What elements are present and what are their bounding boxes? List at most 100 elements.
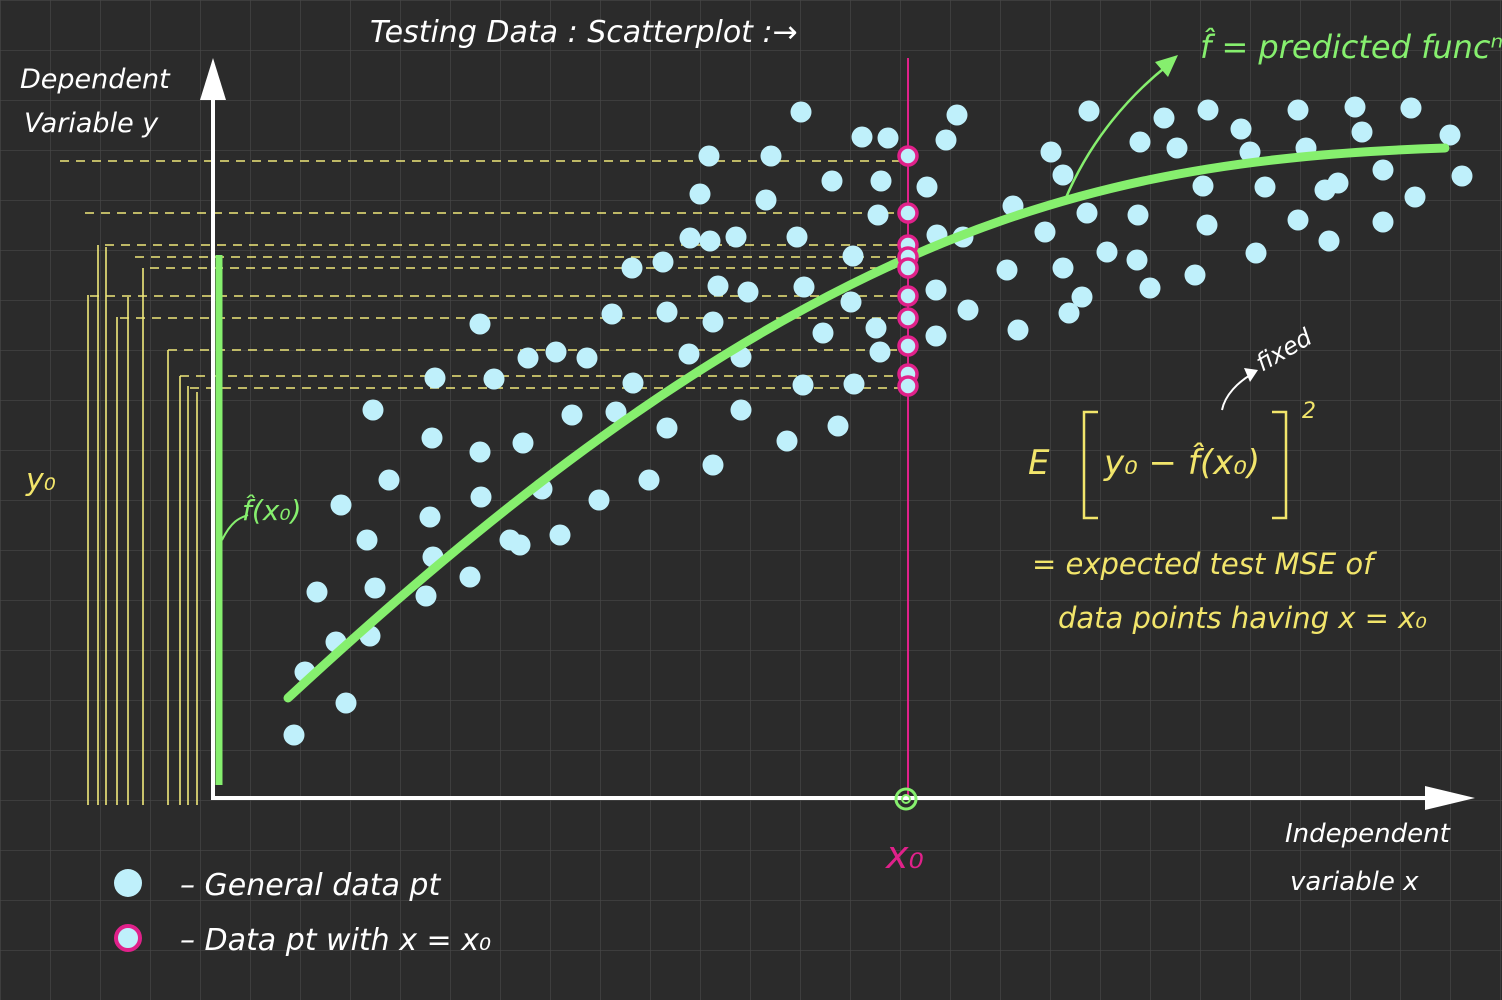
data-point [812,322,834,344]
data-point [1245,242,1267,264]
expectation-inner: y₀ − f̂(x₀) [1103,442,1260,483]
x0-axis-marker [894,787,918,811]
data-point [699,230,721,252]
data-point [707,275,729,297]
data-point [1052,164,1074,186]
data-point [870,170,892,192]
x0-data-point [897,285,919,307]
data-point [946,104,968,126]
data-point [1126,249,1148,271]
data-point [415,585,437,607]
data-point [925,325,947,347]
data-point [601,303,623,325]
data-point [702,454,724,476]
data-point [1287,99,1309,121]
data-point [843,373,865,395]
data-point [1196,214,1218,236]
data-point [588,489,610,511]
data-point [652,251,674,273]
predicted-arrow-head-icon [1155,55,1178,77]
data-point [335,692,357,714]
x0-data-point [897,335,919,357]
data-point [283,724,305,746]
data-point [916,176,938,198]
data-point [790,101,812,123]
data-point [356,529,378,551]
data-point [827,415,849,437]
data-point [689,183,711,205]
data-point [1372,211,1394,233]
y-axis-arrow-icon [200,58,226,100]
data-point [793,276,815,298]
data-point [821,170,843,192]
fixed-arrow-head-icon [1244,368,1258,382]
data-point [419,506,441,528]
data-point [424,367,446,389]
data-point [865,317,887,339]
data-point [545,341,567,363]
expectation-power: 2 [1302,399,1316,424]
data-point [851,126,873,148]
data-point [1197,99,1219,121]
y-projection-dashes [60,160,905,389]
data-point [725,226,747,248]
data-point [576,347,598,369]
x0-data-point [897,202,919,224]
data-point [470,486,492,508]
y-axis-label-line2: Variable y [24,108,159,139]
data-point [1192,175,1214,197]
diagram-title: Testing Data : Scatterplot :→ [370,15,798,50]
general-data-points [283,96,1473,746]
data-point [1034,221,1056,243]
data-point [869,341,891,363]
data-point [842,245,864,267]
x0-data-point [897,145,919,167]
data-point [1439,124,1461,146]
y0-label: y₀ [25,463,56,498]
x0-data-point [897,307,919,329]
data-point [330,494,352,516]
data-point [421,427,443,449]
data-point [1254,176,1276,198]
predicted-function-curve [283,143,1450,703]
data-point [776,430,798,452]
data-point [1071,286,1093,308]
fhat-x0-label: f̂(x₀) [242,494,302,527]
data-point [1052,257,1074,279]
data-point [877,127,899,149]
data-point [1139,277,1161,299]
data-point [1451,165,1473,187]
data-point [512,432,534,454]
data-point [1400,97,1422,119]
data-point [1404,186,1426,208]
data-point [698,145,720,167]
data-point [737,281,759,303]
data-point [1153,107,1175,129]
data-point [1327,172,1349,194]
data-point [378,469,400,491]
data-point [1007,319,1029,341]
data-point [656,417,678,439]
data-point [786,226,808,248]
expectation-description-line1: = expected test MSE of [1032,547,1377,581]
data-point [306,581,328,603]
data-point [1239,141,1261,163]
data-point [605,401,627,423]
expectation-brackets [1082,410,1288,520]
data-point [1351,121,1373,143]
x-axis-label-line1: Independent [1285,819,1451,849]
data-point [678,343,700,365]
data-point [622,372,644,394]
data-point [656,301,678,323]
data-point [362,399,384,421]
predicted-function-label: f̂ = predicted funcⁿ. [1200,28,1502,66]
data-point [638,469,660,491]
data-point [469,441,491,463]
data-point [1096,241,1118,263]
legend-general-label: – General data pt [180,868,441,903]
data-point [1318,230,1340,252]
legend-general-dot [114,869,142,897]
data-point [1372,159,1394,181]
expectation-description-line2: data points having x = x₀ [1058,601,1427,635]
